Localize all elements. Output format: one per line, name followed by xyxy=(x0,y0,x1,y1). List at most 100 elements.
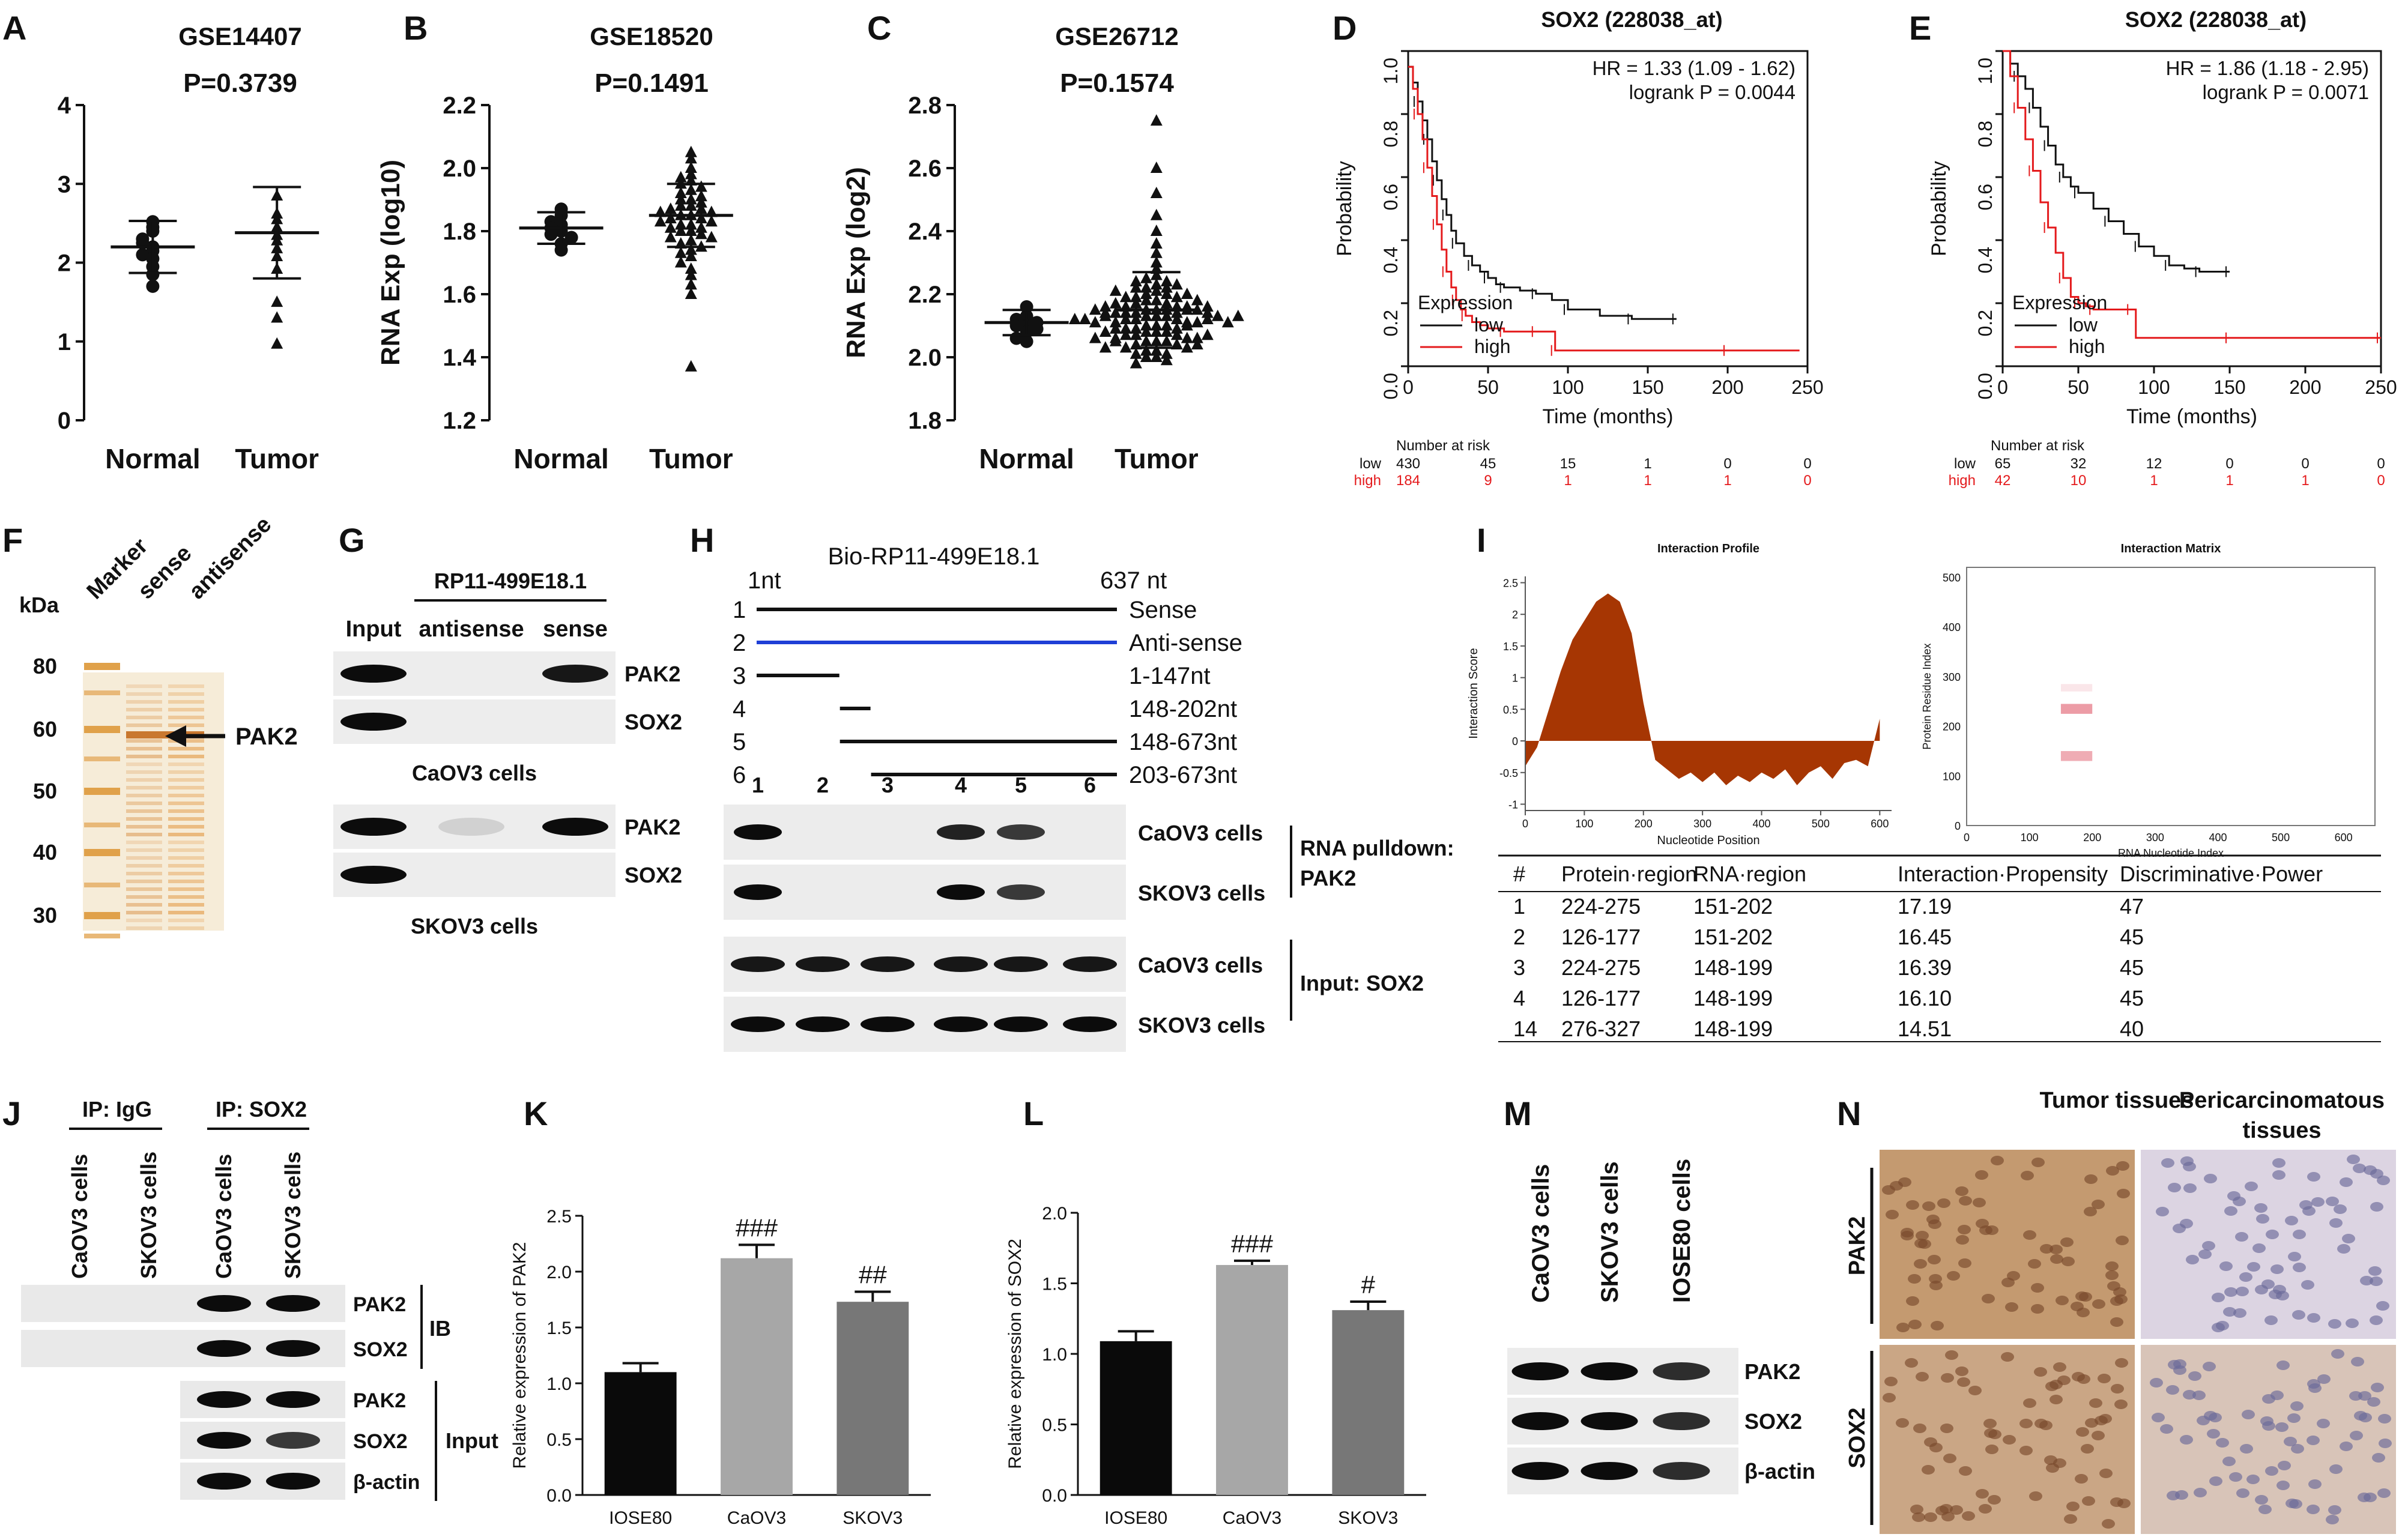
risk-value: 0 xyxy=(1803,456,1811,472)
cell-nucleus xyxy=(1956,1235,1969,1245)
lane-band xyxy=(126,700,162,704)
cell-nucleus xyxy=(1943,1454,1956,1463)
x-tick-label: 100 xyxy=(2021,832,2039,844)
risk-value: 0 xyxy=(2377,473,2385,489)
cell-nucleus xyxy=(2110,1317,2123,1327)
column-label: tissues xyxy=(2243,1118,2322,1143)
data-point xyxy=(685,250,697,261)
data-point xyxy=(1181,288,1193,299)
cell-nucleus xyxy=(2198,1249,2212,1259)
blot-band xyxy=(796,1016,850,1032)
cell-nucleus xyxy=(2113,1287,2126,1297)
data-point xyxy=(1140,281,1152,293)
kda-label: kDa xyxy=(19,593,59,617)
cell-nucleus xyxy=(2053,1362,2066,1372)
cell-nucleus xyxy=(2207,1429,2220,1439)
data-point xyxy=(685,168,697,180)
data-point xyxy=(695,228,707,240)
marker-kda-label: 60 xyxy=(33,717,57,741)
data-point xyxy=(1109,306,1122,318)
blot-band xyxy=(542,665,608,683)
data-point xyxy=(1109,284,1122,296)
cell-line-caption: CaOV3 cells xyxy=(412,761,537,785)
cell-nucleus xyxy=(2370,1315,2383,1325)
cell-nucleus xyxy=(1979,1225,1992,1235)
data-point xyxy=(1150,208,1163,220)
blot-row-label: PAK2 xyxy=(625,662,680,686)
cell-nucleus xyxy=(2161,1158,2174,1168)
cell-nucleus xyxy=(1883,1393,1896,1403)
data-point xyxy=(1099,341,1112,353)
lane-band xyxy=(126,716,162,719)
group-label: PAK2 xyxy=(1300,866,1356,890)
y-tick-label: 3 xyxy=(58,171,71,198)
construct-label: 1-147nt xyxy=(1129,663,1211,689)
lane-band xyxy=(168,848,204,852)
y-axis-label: Protein Residue Index xyxy=(1921,643,1933,749)
panel-letter-b: B xyxy=(404,9,428,47)
risk-value: 1 xyxy=(1644,456,1651,472)
y-tick-label: 2.0 xyxy=(1042,1204,1067,1224)
cell-nucleus xyxy=(2256,1214,2269,1224)
x-tick-label: 200 xyxy=(2083,832,2101,844)
data-point xyxy=(564,231,578,244)
data-point xyxy=(1160,309,1173,321)
blot-row-label: PAK2 xyxy=(1744,1359,1800,1384)
panel-i-matrix: Interaction Matrix 0 100 200 300 400 500 0 100 20… xyxy=(1921,542,2376,859)
cell-nucleus xyxy=(2031,1283,2044,1293)
p-value-label: P=0.1574 xyxy=(1060,68,1174,98)
x-axis-label: Time (months) xyxy=(1543,405,1674,428)
cell-nucleus xyxy=(2353,1164,2366,1173)
risk-value: 0 xyxy=(2225,456,2233,472)
cell-nucleus xyxy=(2203,1362,2216,1371)
cell-nucleus xyxy=(1973,1198,1986,1207)
data-point xyxy=(136,248,150,262)
cell-nucleus xyxy=(2084,1174,2098,1184)
data-point xyxy=(1078,313,1091,324)
lane-band xyxy=(126,919,162,922)
panel-letter-g: G xyxy=(339,521,365,559)
x-tick-label: 100 xyxy=(1552,376,1584,398)
heatmap-cell xyxy=(2060,704,2093,714)
blot-band xyxy=(997,884,1045,900)
cell-nucleus xyxy=(2005,1302,2018,1312)
data-point xyxy=(695,180,707,192)
x-tick-label: 200 xyxy=(1635,818,1653,830)
cell-nucleus xyxy=(2291,1444,2304,1454)
cell-nucleus xyxy=(2317,1419,2330,1428)
blot-strip xyxy=(724,997,1126,1052)
table-cell: 16.10 xyxy=(1898,986,1952,1010)
data-point xyxy=(1150,344,1163,356)
cell-nucleus xyxy=(2084,1207,2097,1216)
cell-nucleus xyxy=(2001,1352,2014,1362)
data-point xyxy=(695,190,707,202)
x-tick-label: 400 xyxy=(1753,818,1771,830)
table-cell: 224-275 xyxy=(1561,955,1641,980)
table-header-cell: RNA·region xyxy=(1693,862,1806,886)
x-tick-label: 500 xyxy=(1812,818,1830,830)
lane-band xyxy=(126,903,162,907)
data-point xyxy=(674,171,687,183)
cell-nucleus xyxy=(2105,1270,2119,1280)
lane-band xyxy=(168,833,204,836)
y-tick-label: 500 xyxy=(1943,572,1961,584)
data-point xyxy=(1130,357,1142,369)
lane-label: sense xyxy=(543,617,608,642)
lane-number: 2 xyxy=(817,773,829,797)
lane-band xyxy=(126,802,162,805)
risk-value: 15 xyxy=(1560,456,1576,472)
cell-nucleus xyxy=(2116,1161,2129,1171)
y-tick-label: 0.6 xyxy=(1974,184,1996,210)
data-point xyxy=(1140,309,1152,321)
cell-nucleus xyxy=(2222,1457,2236,1466)
data-point xyxy=(1150,246,1163,258)
y-tick-label: 2.2 xyxy=(908,282,942,308)
table-cell: 276-327 xyxy=(1561,1016,1641,1041)
cell-nucleus xyxy=(2202,1241,2215,1251)
cell-nucleus xyxy=(2076,1427,2089,1437)
cell-nucleus xyxy=(1914,1239,1928,1248)
lane-band xyxy=(168,825,204,829)
lane-band xyxy=(168,911,204,914)
cell-nucleus xyxy=(2212,1323,2225,1332)
